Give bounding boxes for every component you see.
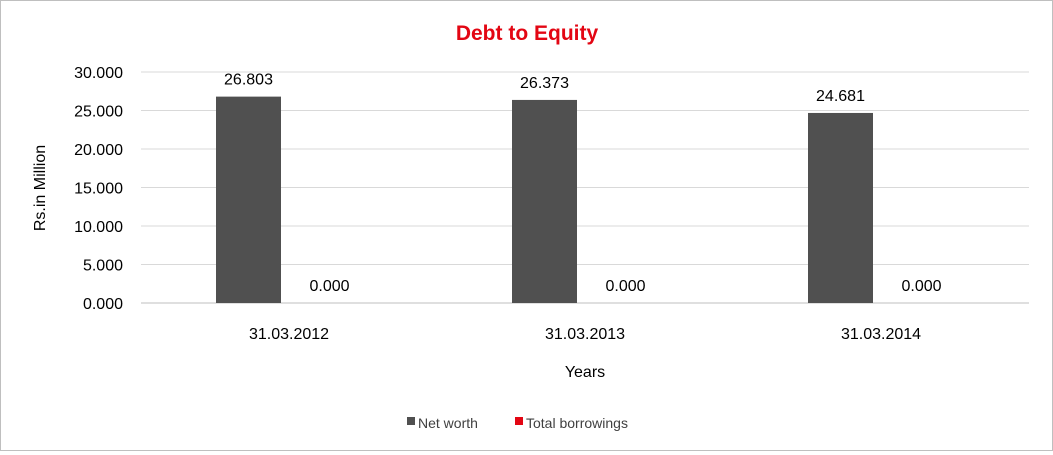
y-tick-label: 20.000	[74, 142, 123, 159]
x-tick-label: 31.03.2014	[841, 326, 921, 343]
y-tick-label: 5.000	[83, 258, 123, 275]
bar-net-worth	[512, 99, 577, 303]
data-label: 0.000	[605, 278, 645, 295]
y-tick-label: 15.000	[74, 181, 123, 198]
bar-net-worth	[216, 96, 281, 303]
gridlines	[141, 71, 1029, 304]
y-tick-label: 0.000	[83, 296, 123, 313]
data-labels: 26.803 0.000 26.373 0.000 24.681 0.000	[224, 72, 942, 295]
y-axis-ticks: 0.000 5.000 10.000 15.000 20.000 25.000 30.000	[74, 65, 123, 313]
data-label: 26.803	[224, 72, 273, 89]
y-tick-label: 30.000	[74, 65, 123, 82]
bar-net-worth	[808, 112, 873, 303]
data-label: 26.373	[520, 75, 569, 92]
data-label: 0.000	[309, 278, 349, 295]
x-tick-label: 31.03.2012	[249, 326, 329, 343]
x-axis-ticks: 31.03.2012 31.03.2013 31.03.2014	[249, 326, 921, 343]
legend-swatch	[515, 417, 523, 425]
legend: Net worth Total borrowings	[407, 415, 628, 431]
x-axis-label: Years	[565, 364, 605, 381]
legend-label: Net worth	[418, 415, 478, 431]
y-tick-label: 25.000	[74, 104, 123, 121]
legend-label: Total borrowings	[526, 415, 628, 431]
bars	[216, 96, 873, 303]
legend-swatch	[407, 417, 415, 425]
data-label: 24.681	[816, 88, 865, 105]
data-label: 0.000	[901, 278, 941, 295]
y-axis-label: Rs.in Million	[32, 145, 49, 231]
chart-title: Debt to Equity	[456, 22, 599, 45]
x-tick-label: 31.03.2013	[545, 326, 625, 343]
y-tick-label: 10.000	[74, 219, 123, 236]
